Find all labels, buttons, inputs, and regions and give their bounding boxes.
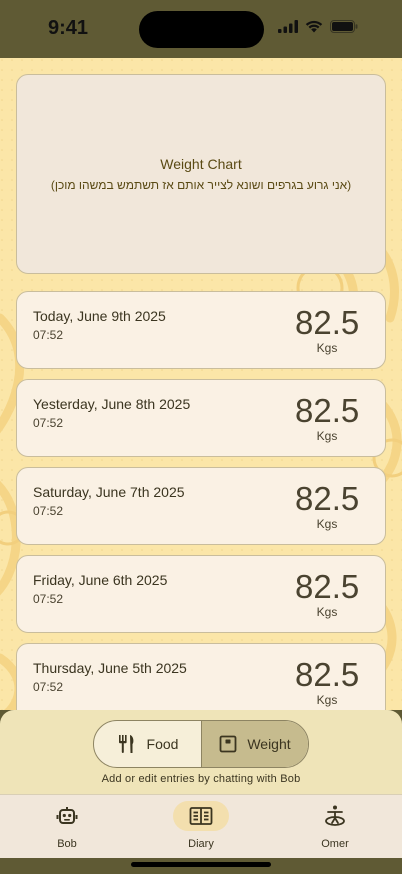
tab-label: Omer <box>321 838 349 850</box>
entry-weight-value: 82.5 <box>295 304 360 341</box>
home-indicator[interactable] <box>131 862 271 867</box>
entry-weight-unit: Kgs <box>316 341 338 355</box>
tab-icon-container <box>39 801 95 831</box>
weight-entry-card[interactable]: Saturday, June 7th 2025 07:52 82.5 Kgs <box>16 467 386 545</box>
status-bar: 9:41 <box>0 0 402 58</box>
chat-entry-bar: Food Weight Add or edit entries by chatt… <box>0 710 402 794</box>
entry-time: 07:52 <box>33 328 64 342</box>
food-segment-label: Food <box>146 736 179 752</box>
entry-time: 07:52 <box>33 416 64 430</box>
entry-date: Saturday, June 7th 2025 <box>33 484 185 500</box>
entry-weight-unit: Kgs <box>316 605 338 619</box>
status-time: 9:41 <box>48 17 89 39</box>
food-weight-segmented-control[interactable]: Food Weight <box>93 720 309 768</box>
food-segment-button[interactable]: Food <box>94 721 201 767</box>
tab-diary[interactable]: Diary <box>161 801 241 855</box>
cellular-signal-icon <box>278 20 298 33</box>
home-indicator-area <box>0 858 402 874</box>
diary-content[interactable]: Weight Chart (אני גרוע בגרפים ושונא לציי… <box>0 58 402 710</box>
bottom-tab-bar: Bob Diary <box>0 794 402 858</box>
tab-omer[interactable]: Omer <box>295 801 375 855</box>
scale-icon <box>219 735 237 753</box>
weight-chart-card: Weight Chart (אני גרוע בגרפים ושונא לציי… <box>16 74 386 274</box>
weight-entry-card[interactable]: Today, June 9th 2025 07:52 82.5 Kgs <box>16 291 386 369</box>
chart-title: Weight Chart <box>160 156 242 172</box>
chart-subtitle: (אני גרוע בגרפים ושונא לצייר אותם אז תשת… <box>50 178 352 192</box>
entry-time: 07:52 <box>33 504 64 518</box>
tab-icon-container <box>307 801 363 831</box>
tab-icon-container <box>173 801 229 831</box>
accessibility-icon <box>325 805 345 826</box>
entry-time: 07:52 <box>33 592 64 606</box>
entry-date: Today, June 9th 2025 <box>33 308 166 324</box>
entry-date: Thursday, June 5th 2025 <box>33 660 187 676</box>
tab-label: Bob <box>57 838 77 850</box>
robot-icon <box>56 807 78 824</box>
battery-icon <box>330 20 358 33</box>
weight-entry-card[interactable]: Yesterday, June 8th 2025 07:52 82.5 Kgs <box>16 379 386 457</box>
weight-segment-label: Weight <box>247 736 291 752</box>
weight-entry-card[interactable]: Friday, June 6th 2025 07:52 82.5 Kgs <box>16 555 386 633</box>
entry-weight-value: 82.5 <box>295 568 360 605</box>
entry-weight-unit: Kgs <box>316 517 338 531</box>
status-icons <box>278 20 358 33</box>
entry-weight-value: 82.5 <box>295 656 360 693</box>
dynamic-island <box>139 11 264 48</box>
weight-segment-button[interactable]: Weight <box>201 721 308 767</box>
entry-weight-value: 82.5 <box>295 392 360 429</box>
tab-label: Diary <box>188 838 214 850</box>
entry-weight-value: 82.5 <box>295 480 360 517</box>
wifi-icon <box>305 20 323 33</box>
entry-date: Yesterday, June 8th 2025 <box>33 396 191 412</box>
entry-time: 07:52 <box>33 680 64 694</box>
utensils-icon <box>118 735 133 753</box>
tab-bob[interactable]: Bob <box>27 801 107 855</box>
entry-weight-unit: Kgs <box>316 429 338 443</box>
chat-hint-text: Add or edit entries by chatting with Bob <box>101 773 301 785</box>
weight-entry-card[interactable]: Thursday, June 5th 2025 07:52 82.5 Kgs <box>16 643 386 710</box>
entry-date: Friday, June 6th 2025 <box>33 572 168 588</box>
book-icon <box>189 807 213 825</box>
entry-weight-unit: Kgs <box>316 693 338 707</box>
